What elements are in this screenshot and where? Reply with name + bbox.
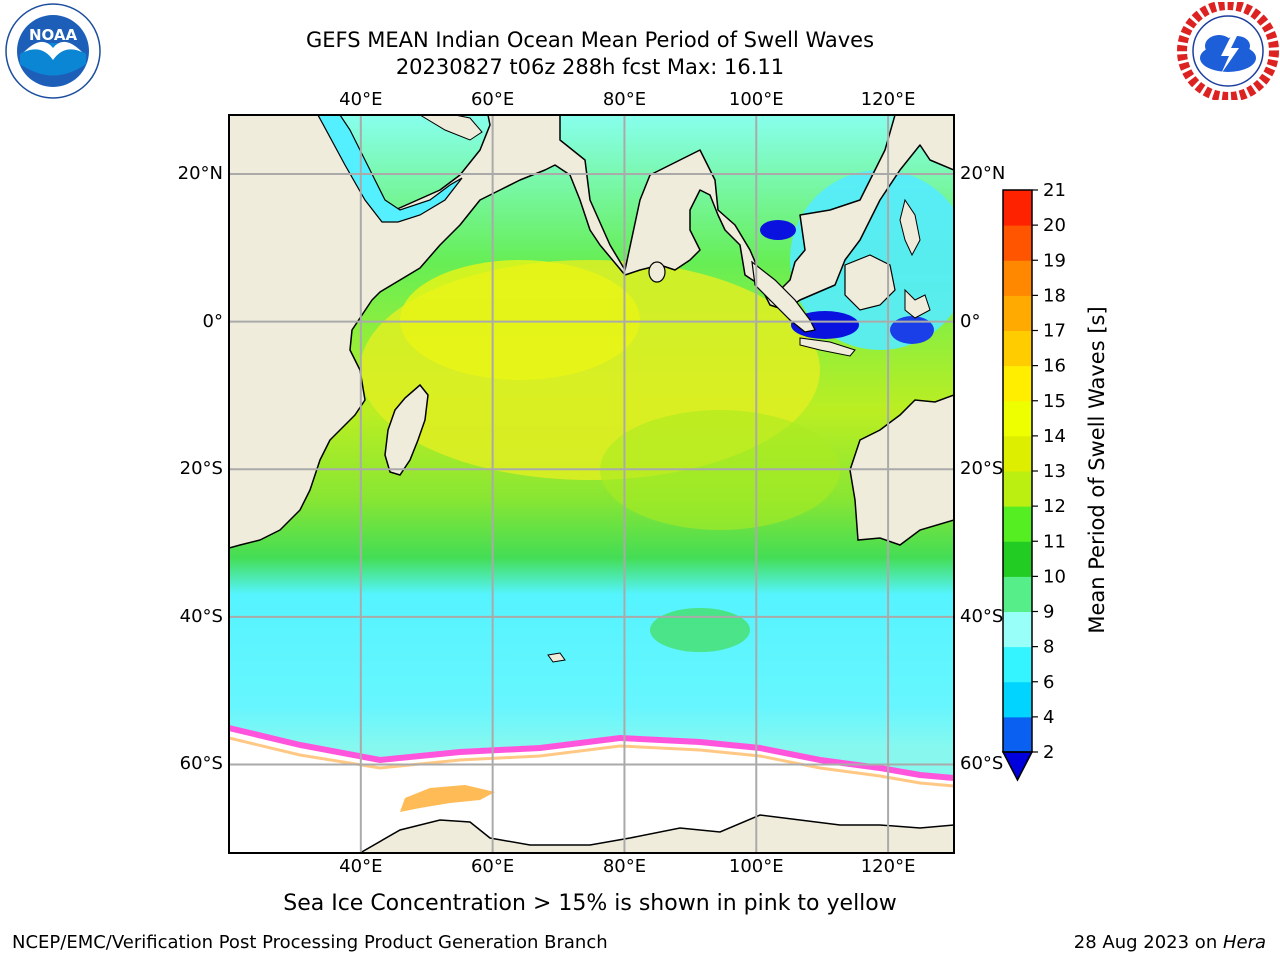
colorbar-tick-label: 17: [1043, 321, 1066, 342]
colorbar-tick-label: 12: [1043, 496, 1066, 517]
lat-label-right: 20°N: [960, 163, 1006, 185]
colorbar-tick-label: 6: [1043, 672, 1054, 693]
map-subtitle: 20230827 t06z 288h fcst Max: 16.11: [395, 55, 785, 79]
noaa-logo-text: NOAA: [29, 26, 78, 44]
swell-peak-area: [400, 260, 640, 380]
colorbar-swatch: [1003, 190, 1032, 226]
date-value: 28 Aug 2023 on: [1073, 932, 1223, 953]
lon-label-top: 80°E: [602, 89, 647, 110]
colorbar-tick-label: 16: [1043, 356, 1066, 377]
colorbar-swatch: [1003, 400, 1032, 437]
credit-text: NCEP/EMC/Verification Post Processing Pr…: [12, 932, 608, 953]
lat-label-right: 0°: [960, 310, 981, 332]
lon-label-top: 60°E: [470, 89, 515, 110]
colorbar-tick-label: 2: [1043, 742, 1054, 763]
antarctica: [229, 814, 954, 853]
sea-ice-note: Sea Ice Concentration > 15% is shown in …: [283, 891, 897, 916]
lat-label-left: 40°S: [179, 605, 223, 627]
colorbar-tick-label: 10: [1043, 566, 1066, 587]
lon-label-bottom: 60°E: [470, 856, 515, 877]
colorbar-tick-label: 8: [1043, 637, 1054, 658]
sri-lanka: [648, 261, 666, 283]
swell-very-low-area: [890, 316, 934, 344]
colorbar: 2 4 6 8 9 10 11 12 13 14 15 16 17 18 19 20 21: [1001, 180, 1066, 782]
madagascar: [384, 383, 429, 476]
philippines: [899, 198, 921, 257]
lat-label-left: 20°S: [179, 458, 223, 480]
lat-label-right: 20°S: [960, 458, 1004, 480]
colorbar-tick-label: 14: [1043, 426, 1066, 447]
colorbar-swatch: [1003, 330, 1032, 367]
lon-label-bottom: 40°E: [339, 856, 383, 877]
colorbar-tick-label: 11: [1043, 531, 1066, 552]
colorbar-swatch: [1003, 716, 1032, 753]
colorbar-swatch: [1003, 576, 1032, 612]
colorbar-tick-label: 9: [1043, 602, 1054, 623]
lon-label-bottom: 80°E: [602, 856, 647, 877]
colorbar-swatch: [1003, 541, 1032, 577]
colorbar-swatch: [1003, 506, 1032, 542]
sumatra: [751, 260, 816, 333]
lon-label-top: 120°E: [860, 89, 916, 110]
colorbar-tick-label: 15: [1043, 391, 1066, 412]
swell-very-low-area: [760, 220, 796, 240]
lat-label-left: 60°S: [179, 753, 223, 775]
colorbar-tick-label: 18: [1043, 285, 1066, 306]
lat-label-left: 0°: [202, 310, 223, 332]
colorbar-tick-label: 4: [1043, 707, 1054, 728]
colorbar-under-arrow: [1001, 751, 1034, 782]
noaa-logo-icon: NOAA: [5, 3, 101, 99]
lon-label-bottom: 100°E: [728, 856, 784, 877]
swell-green-patch: [650, 608, 750, 652]
colorbar-swatch: [1003, 611, 1032, 648]
colorbar-tick-label: 19: [1043, 250, 1066, 271]
date-text: 28 Aug 2023 on Hera: [1074, 932, 1266, 953]
lat-label-left: 20°N: [177, 163, 223, 185]
colorbar-swatch: [1003, 471, 1032, 507]
lon-label-bottom: 120°E: [860, 856, 916, 877]
sea-ice-edge: [229, 725, 954, 781]
colorbar-swatch: [1003, 435, 1032, 472]
lon-label-top: 100°E: [728, 89, 784, 110]
colorbar-swatch: [1003, 365, 1032, 402]
colorbar-swatch: [1003, 681, 1032, 718]
colorbar-label: Mean Period of Swell Waves [s]: [1085, 306, 1109, 634]
colorbar-swatch: [1003, 295, 1032, 331]
colorbar-tick-label: 21: [1043, 180, 1066, 201]
colorbar-swatch: [1003, 646, 1032, 683]
nws-logo-icon: [1177, 2, 1279, 100]
persian-gulf-shore: [419, 115, 483, 141]
lon-label-top: 40°E: [339, 89, 383, 110]
sea-ice-edge-inner: [229, 736, 954, 788]
map-area: [229, 115, 954, 853]
colorbar-tick-label: 20: [1043, 215, 1066, 236]
java: [799, 337, 856, 357]
map-title: GEFS MEAN Indian Ocean Mean Period of Sw…: [305, 28, 875, 52]
sea-ice-patch: [400, 785, 495, 812]
map-frame: [228, 114, 955, 854]
colorbar-tick-label: 13: [1043, 461, 1066, 482]
colorbar-swatch: [1003, 225, 1032, 261]
lat-label-right: 40°S: [960, 605, 1004, 627]
colorbar-swatch: [1003, 260, 1032, 296]
kerguelen-island: [547, 652, 566, 663]
sulawesi: [904, 288, 931, 319]
lat-label-right: 60°S: [960, 753, 1004, 775]
graticule: [229, 115, 954, 853]
machine-name: Hera: [1222, 932, 1266, 953]
